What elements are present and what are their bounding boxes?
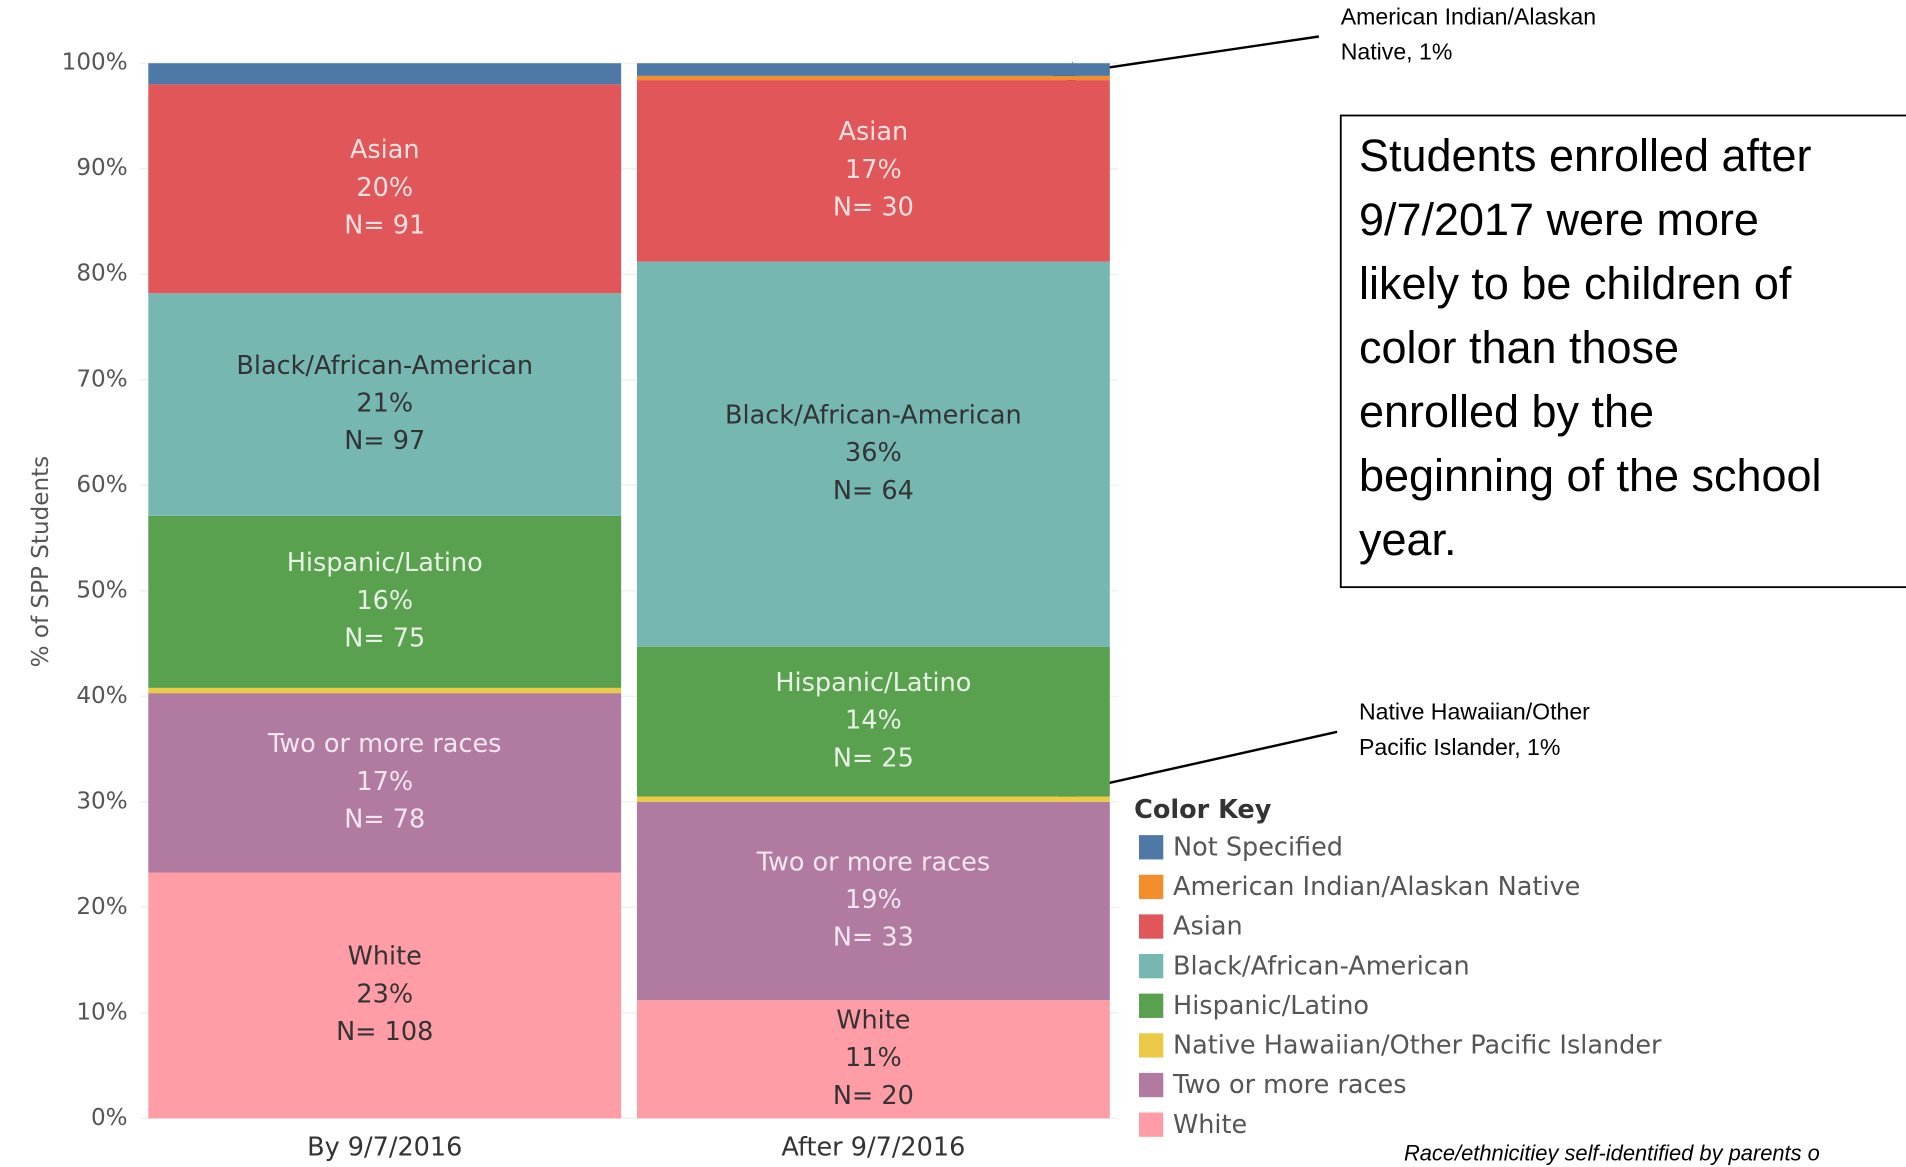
bar-segment: [636, 261, 1110, 647]
bar-segment: [636, 80, 1110, 262]
segment-label: 20%: [356, 173, 413, 203]
y-tick-label: 0%: [91, 1105, 128, 1131]
y-tick-label: 70%: [76, 366, 127, 392]
annotation: Native Hawaiian/Other: [1359, 699, 1590, 725]
y-tick-label: 80%: [76, 261, 127, 287]
footnote: Race/ethnicitiey self-identified by pare…: [1404, 1141, 1820, 1166]
y-tick-label: 40%: [76, 683, 127, 709]
text-box-line: enrolled by the: [1359, 386, 1654, 437]
segment-count: N= 78: [344, 805, 425, 835]
segment-name: Two or more races: [756, 847, 991, 877]
segment-name: Black/African-American: [236, 351, 533, 381]
bar-segment: [636, 1000, 1110, 1119]
bar-segment: [148, 293, 622, 516]
legend-label: Black/African-American: [1173, 951, 1470, 981]
y-axis-label: % of SPP Students: [28, 456, 54, 668]
bar-segment: [636, 75, 1110, 81]
segment-label: 21%: [356, 389, 413, 419]
segment-name: Asian: [350, 135, 420, 165]
segment-label: 23%: [356, 979, 413, 1009]
legend-swatch: [1138, 1072, 1164, 1098]
segment-count: N= 30: [833, 193, 914, 223]
segment-count: N= 33: [833, 923, 914, 953]
legend-swatch: [1138, 914, 1164, 939]
legend-swatch: [1138, 954, 1164, 979]
bar-segment: [148, 687, 622, 694]
y-tick-label: 100%: [62, 50, 128, 76]
x-tick-label: After 9/7/2016: [781, 1133, 965, 1163]
legend-swatch: [1138, 835, 1164, 860]
segment-name: White: [836, 1006, 910, 1036]
segment-label: 16%: [356, 586, 413, 616]
legend-label: Asian: [1173, 912, 1243, 942]
text-box-line: 9/7/2017 were more: [1359, 194, 1759, 245]
segment-count: N= 97: [344, 426, 425, 456]
y-tick-label: 60%: [76, 472, 127, 498]
annotation: American Indian/Alaskan: [1341, 3, 1596, 29]
bar-segment: [148, 693, 622, 873]
y-tick-label: 90%: [76, 155, 127, 181]
y-tick-label: 20%: [76, 894, 127, 920]
segment-count: N= 75: [344, 624, 425, 654]
segment-count: N= 20: [833, 1081, 914, 1111]
y-tick-label: 10%: [76, 999, 127, 1025]
segment-label: 11%: [845, 1043, 902, 1073]
legend-label: Two or more races: [1172, 1070, 1407, 1100]
text-box-line: color than those: [1359, 322, 1679, 373]
legend-title: Color Key: [1134, 795, 1272, 825]
x-tick-label: By 9/7/2016: [307, 1133, 462, 1163]
legend-label: American Indian/Alaskan Native: [1173, 872, 1580, 902]
segment-count: N= 25: [833, 743, 914, 773]
bar-segment: [148, 63, 622, 85]
bar-segment: [636, 63, 1110, 76]
segment-label: 17%: [356, 767, 413, 797]
segment-label: 36%: [845, 438, 902, 468]
legend-swatch: [1138, 874, 1164, 900]
segment-label: 19%: [845, 885, 902, 915]
y-tick-label: 50%: [76, 577, 127, 603]
bar-segment: [148, 872, 622, 1119]
segment-name: Hispanic/Latino: [775, 668, 971, 698]
segment-name: White: [348, 942, 422, 972]
segment-count: N= 64: [833, 476, 914, 506]
segment-name: Asian: [839, 117, 909, 147]
text-box: [1339, 114, 1906, 589]
legend-label: White: [1173, 1110, 1247, 1140]
bar-segment: [148, 515, 622, 688]
text-box-line: likely to be children of: [1359, 258, 1792, 309]
segment-count: N= 91: [344, 210, 425, 240]
segment-name: Hispanic/Latino: [287, 548, 483, 578]
legend-label: Not Specified: [1173, 832, 1343, 862]
segment-name: Black/African-American: [725, 400, 1022, 430]
segment-label: 17%: [845, 155, 902, 185]
segment-label: 14%: [845, 706, 902, 736]
bar-segment: [148, 84, 622, 294]
annotation: Pacific Islander, 1%: [1359, 734, 1560, 760]
legend-swatch: [1138, 993, 1164, 1018]
legend-label: Native Hawaiian/Other Pacific Islander: [1173, 1031, 1662, 1061]
legend-label: Hispanic/Latino: [1173, 991, 1369, 1021]
text-box-line: beginning of the school: [1359, 450, 1822, 501]
legend-swatch: [1138, 1033, 1164, 1058]
bar-segment: [636, 801, 1110, 1001]
y-tick-label: 30%: [76, 788, 127, 814]
segment-count: N= 108: [336, 1017, 433, 1047]
legend-swatch: [1138, 1112, 1164, 1137]
bar-segment: [636, 796, 1110, 802]
text-box-line: Students enrolled after: [1359, 130, 1812, 181]
text-box-line: year.: [1359, 514, 1457, 565]
bar-segment: [636, 646, 1110, 797]
annotation: Native, 1%: [1341, 39, 1453, 65]
segment-name: Two or more races: [267, 729, 502, 759]
